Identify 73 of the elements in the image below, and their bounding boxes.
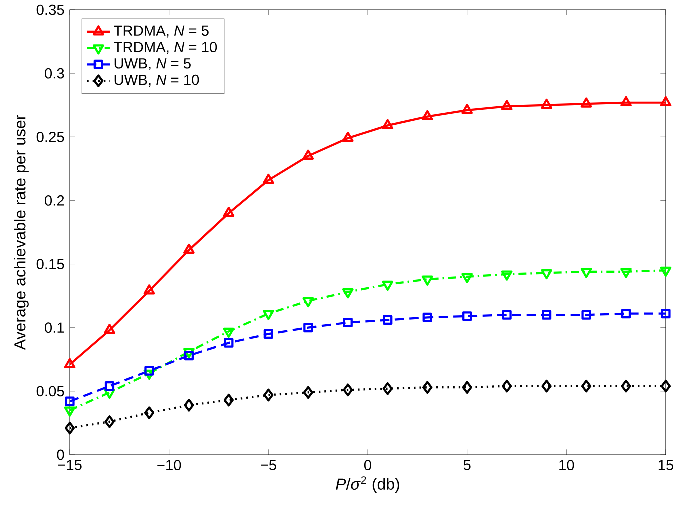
point: [541, 98, 552, 110]
legend-label: UWB, N = 10: [114, 74, 200, 87]
legend-label: TRDMA, N = 5: [114, 26, 209, 38]
y-tick-label: 0.3: [45, 68, 64, 79]
point: [224, 394, 234, 407]
y-tick-label: 0: [57, 450, 64, 460]
point: [302, 150, 314, 160]
point: [462, 312, 472, 322]
y-tick-label: 0.35: [36, 4, 64, 16]
point: [582, 310, 592, 320]
point: [501, 100, 513, 110]
point: [422, 312, 432, 322]
y-tick-label: 0.2: [45, 196, 64, 206]
point: [184, 348, 195, 358]
x-tick-label: 5: [464, 460, 471, 470]
point: [144, 406, 155, 420]
point: [104, 388, 116, 400]
point: [383, 315, 393, 326]
point: [144, 370, 156, 380]
y-tick-label: 0.25: [36, 132, 64, 142]
point: [661, 309, 671, 319]
point: [223, 328, 235, 338]
point: [64, 406, 76, 417]
point: [502, 310, 512, 320]
point: [382, 119, 394, 130]
x-tick-label: −5: [261, 460, 276, 470]
point: [542, 310, 552, 320]
x-tick-label: 0: [364, 460, 372, 471]
point: [65, 396, 75, 406]
point: [462, 104, 474, 114]
point: [184, 244, 195, 254]
point: [621, 309, 632, 319]
y-tick-label: 0.05: [36, 386, 64, 397]
point: [542, 380, 552, 393]
point: [422, 110, 434, 121]
point: [621, 380, 632, 393]
x-axis-title: P/σ$^{2}$ (db): [336, 476, 400, 494]
point: [303, 386, 314, 400]
point: [660, 96, 672, 107]
point: [264, 388, 274, 402]
y-tick-label: 0.15: [36, 259, 64, 270]
point: [184, 399, 194, 412]
legend-label: TRDMA, N = 10: [114, 42, 218, 54]
point: [104, 416, 115, 428]
point: [262, 174, 274, 184]
x-tick-label: −10: [158, 460, 182, 471]
y-axis-title: Average achievable rate per user: [14, 115, 29, 350]
point: [342, 132, 354, 142]
point: [304, 323, 314, 333]
point: [223, 207, 235, 218]
point: [382, 382, 393, 396]
point: [620, 96, 632, 107]
point: [264, 329, 274, 340]
point: [144, 284, 156, 295]
x-tick-label: −15: [58, 460, 82, 470]
point: [502, 380, 512, 393]
point: [64, 422, 76, 435]
point: [462, 381, 472, 394]
point: [422, 381, 433, 394]
point: [224, 338, 234, 348]
point: [343, 318, 353, 328]
legend-label: UWB, N = 5: [114, 58, 191, 71]
point: [343, 384, 354, 397]
point: [580, 98, 592, 108]
point: [184, 351, 194, 361]
x-tick-label: 10: [560, 460, 574, 471]
x-tick-label: 15: [658, 460, 674, 470]
point: [104, 382, 115, 392]
y-tick-label: 0.1: [45, 322, 64, 334]
point: [581, 380, 592, 393]
point: [144, 366, 154, 376]
point: [104, 324, 116, 334]
point: [660, 380, 672, 393]
